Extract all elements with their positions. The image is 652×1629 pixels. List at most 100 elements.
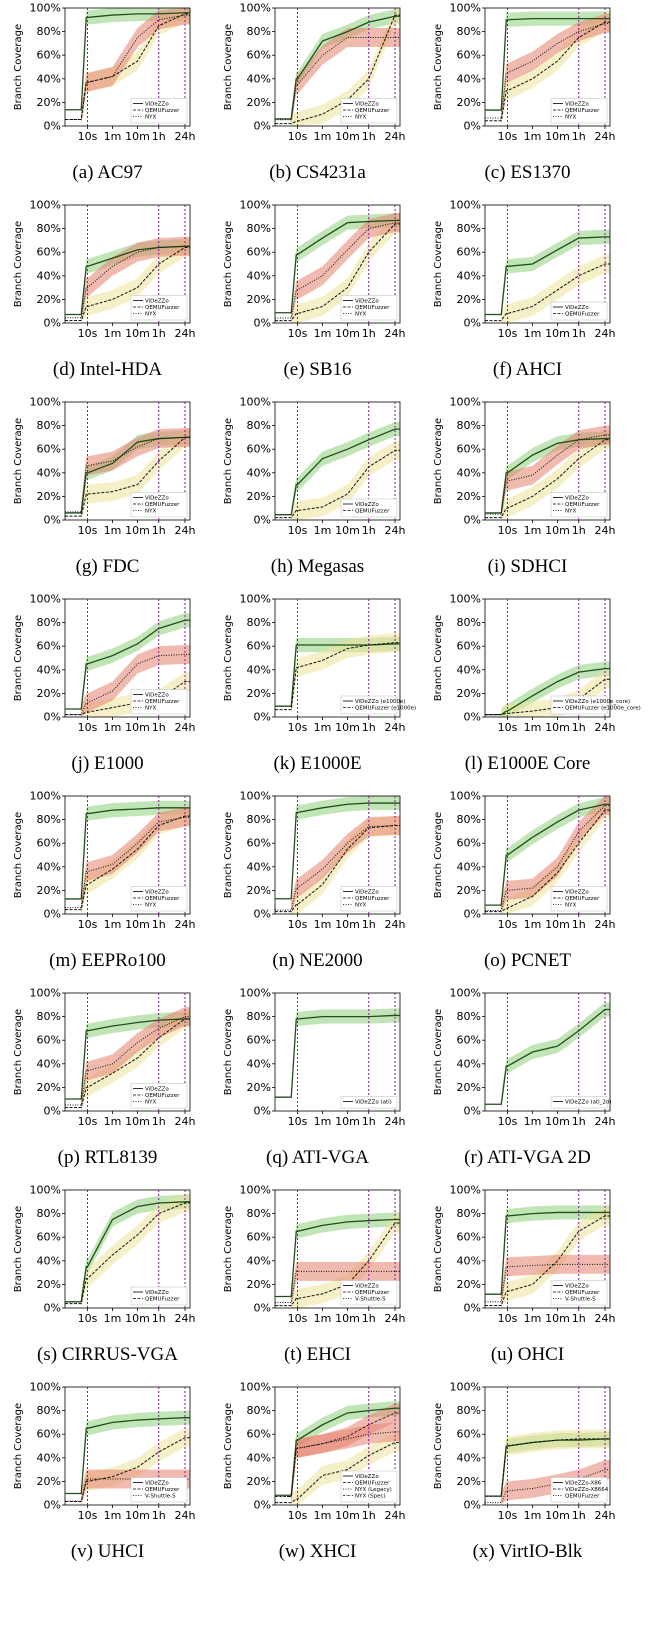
series-band — [291, 816, 400, 914]
x-tick-label: 10m — [545, 327, 570, 340]
chart-panel: 0% 20% 40% 60% 80% 100% Branch Coverage 10s 1m 10… — [13, 199, 196, 381]
legend-label: QEMUFuzzer — [145, 1297, 180, 1303]
y-tick-label: 80% — [37, 419, 61, 432]
x-tick-label: 1m — [524, 721, 542, 734]
x-tick-label: 24h — [175, 1115, 196, 1128]
chart-panel: 0% 20% 40% 60% 80% 100% Branch Coverage 10s 1m 10… — [433, 2, 616, 184]
y-tick-label: 60% — [247, 640, 271, 653]
series-line — [275, 449, 400, 519]
panel-caption: (i) SDHCI — [488, 556, 568, 577]
y-tick-label: 0% — [254, 514, 271, 527]
plot-frame — [64, 1189, 191, 1309]
y-tick-label: 0% — [254, 908, 271, 921]
y-tick-label: 60% — [457, 1428, 481, 1441]
x-tick-label: 10s — [498, 721, 518, 734]
panel-caption: (d) Intel-HDA — [53, 359, 162, 380]
chart-panel: 0% 20% 40% 60% 80% 100% Branch Coverage 10s 1m 10… — [13, 1184, 196, 1366]
y-tick-label: 40% — [37, 1451, 61, 1464]
x-tick-label: 24h — [175, 1312, 196, 1325]
y-tick-label: 100% — [240, 593, 271, 606]
legend-label: ViDeZZo — [145, 1481, 169, 1487]
x-tick-label: 1m — [314, 1509, 332, 1522]
x-tick-label: 1m — [314, 130, 332, 143]
legend-label: NYX — [355, 115, 366, 121]
plot-frame — [274, 795, 401, 915]
legend-box — [550, 98, 608, 124]
y-tick-label: 0% — [464, 1302, 481, 1315]
series-line — [65, 1018, 190, 1108]
y-tick-label: 20% — [37, 884, 61, 897]
legend-label: NYX (Legacy) — [355, 1487, 392, 1493]
y-tick-label: 0% — [254, 1302, 271, 1315]
y-tick-label: 0% — [44, 1302, 61, 1315]
y-tick-label: 40% — [247, 72, 271, 85]
x-tick-label: 24h — [175, 1509, 196, 1522]
y-tick-label: 100% — [450, 396, 481, 409]
x-tick-label: 1m — [524, 1115, 542, 1128]
chart-panel: 0% 20% 40% 60% 80% 100% Branch Coverage 10s 1m 10… — [223, 987, 406, 1169]
x-tick-label: 1m — [104, 918, 122, 931]
x-tick-label: 1m — [524, 1509, 542, 1522]
x-tick-label: 24h — [175, 524, 196, 537]
x-tick-label: 10m — [125, 721, 150, 734]
panel-caption: (c) ES1370 — [484, 162, 570, 183]
y-tick-label: 40% — [37, 269, 61, 282]
legend-label: QEMUFuzzer — [145, 1093, 180, 1099]
series-line — [485, 437, 610, 514]
y-tick-label: 40% — [37, 1057, 61, 1070]
chart-panel: 0% 20% 40% 60% 80% 100% Branch Coverage 10s 1m 10… — [433, 1184, 616, 1366]
x-tick-label: 10m — [125, 524, 150, 537]
x-tick-label: 1h — [572, 130, 586, 143]
x-tick-label: 1h — [362, 130, 376, 143]
y-tick-label: 60% — [37, 640, 61, 653]
y-tick-label: 80% — [37, 222, 61, 235]
y-tick-label: 60% — [247, 246, 271, 259]
chart-panel: 0% 20% 40% 60% 80% 100% Branch Coverage 10s 1m 10… — [13, 790, 196, 972]
x-tick-label: 24h — [385, 524, 406, 537]
y-tick-label: 60% — [37, 1034, 61, 1047]
x-tick-label: 10m — [125, 327, 150, 340]
legend-box — [550, 1280, 608, 1306]
x-tick-label: 10s — [78, 918, 98, 931]
plot-frame — [64, 204, 191, 324]
x-tick-label: 1h — [152, 327, 166, 340]
y-tick-label: 80% — [247, 1207, 271, 1220]
x-tick-label: 24h — [595, 1509, 616, 1522]
x-tick-label: 24h — [595, 721, 616, 734]
y-tick-label: 20% — [247, 490, 271, 503]
series-band — [501, 425, 610, 520]
legend-box — [340, 886, 398, 912]
x-tick-label: 1h — [152, 1312, 166, 1325]
y-tick-label: 0% — [44, 514, 61, 527]
y-tick-label: 100% — [240, 987, 271, 1000]
x-tick-label: 24h — [595, 524, 616, 537]
series-band — [291, 1433, 400, 1505]
y-tick-label: 100% — [240, 199, 271, 212]
y-axis-label: Branch Coverage — [433, 615, 444, 701]
series-band — [81, 1410, 190, 1501]
y-axis-label: Branch Coverage — [223, 1403, 234, 1489]
x-tick-label: 1m — [314, 327, 332, 340]
y-tick-label: 40% — [247, 1451, 271, 1464]
legend-label: ViDeZZo-X8664 — [565, 1487, 609, 1493]
x-tick-label: 10m — [335, 1509, 360, 1522]
series-line — [485, 1215, 610, 1307]
legend-box — [550, 492, 608, 518]
legend-label: ViDeZZo — [565, 1284, 589, 1290]
series-band — [291, 213, 400, 323]
y-tick-label: 40% — [457, 269, 481, 282]
y-tick-label: 60% — [37, 837, 61, 850]
series-line — [275, 1412, 400, 1497]
y-tick-label: 80% — [247, 25, 271, 38]
x-tick-label: 1h — [152, 1509, 166, 1522]
x-tick-label: 24h — [385, 327, 406, 340]
series-line — [275, 222, 400, 319]
legend-label: QEMUFuzzer — [145, 502, 180, 508]
y-tick-label: 100% — [30, 593, 61, 606]
y-tick-label: 40% — [247, 269, 271, 282]
series-band — [291, 1403, 400, 1505]
y-tick-label: 80% — [37, 813, 61, 826]
y-tick-label: 40% — [37, 466, 61, 479]
panel-caption: (w) XHCI — [279, 1541, 357, 1562]
y-tick-label: 40% — [247, 860, 271, 873]
